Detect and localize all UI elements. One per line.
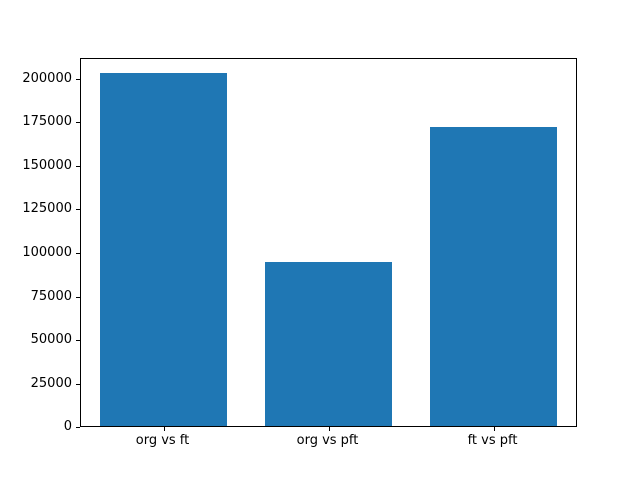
y-tick-label: 150000 — [22, 157, 72, 173]
y-tick-mark — [76, 296, 80, 298]
y-tick-mark — [76, 78, 80, 80]
x-tick-label: org vs ft — [135, 433, 190, 448]
x-tick-mark — [163, 427, 165, 431]
bar — [430, 126, 557, 426]
y-tick-label: 175000 — [22, 114, 72, 130]
y-tick-label: 125000 — [22, 201, 72, 217]
plot-area — [80, 58, 577, 427]
x-tick-label: org vs pft — [296, 433, 359, 448]
y-tick-mark — [76, 340, 80, 341]
y-tick-label: 100000 — [22, 244, 72, 260]
y-tick-mark — [76, 427, 80, 428]
y-tick-label: 50000 — [30, 332, 72, 347]
x-tick-mark — [493, 427, 495, 431]
y-tick-label: 75000 — [30, 288, 72, 304]
bar — [265, 261, 392, 426]
y-tick-label: 200000 — [22, 70, 72, 86]
y-tick-mark — [76, 209, 80, 211]
y-tick-mark — [76, 252, 80, 254]
x-tick-label: ft vs pft — [467, 433, 518, 448]
y-tick-mark — [76, 122, 80, 124]
x-tick-mark — [328, 427, 330, 431]
y-tick-label: 25000 — [30, 375, 72, 391]
y-tick-label: 0 — [63, 419, 72, 434]
y-tick-mark — [76, 165, 80, 167]
bar — [100, 72, 227, 426]
y-tick-mark — [76, 383, 80, 385]
